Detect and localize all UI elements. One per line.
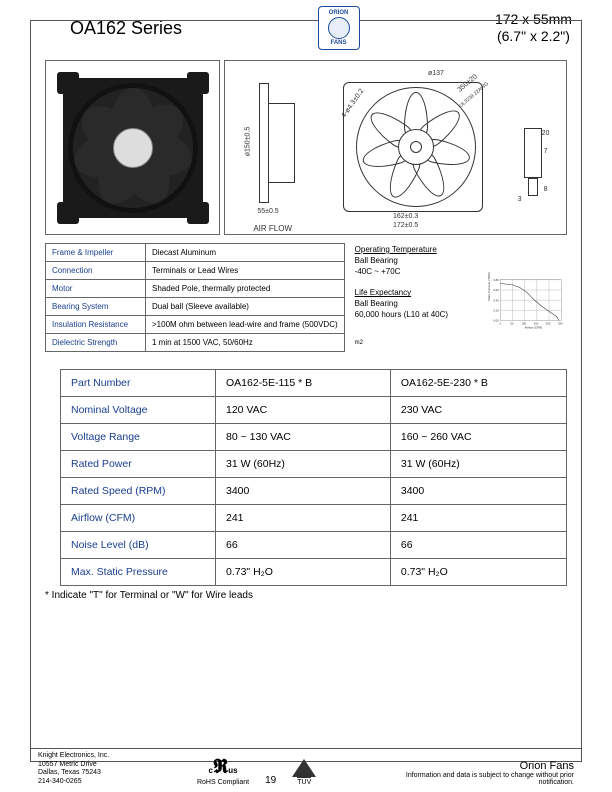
tuv-badge: TÜV — [292, 759, 316, 786]
logo-fan-icon — [328, 17, 350, 39]
company: Knight Electronics, Inc. — [38, 752, 109, 760]
dim-162: 162±0.3 — [393, 213, 418, 220]
diagram-row: ø150±0.5 55±0.5 AIR FLOW ø137 4-ø4.3±0.2… — [45, 60, 567, 235]
pressure-airflow-chart: 0.80 0.60 0.40 0.20 0.00 0 50 100 150 200 250 Air… — [486, 243, 567, 363]
footer-right: Orion Fans Information and data is subje… — [404, 760, 574, 786]
logo-bottom-text: FANS — [330, 40, 346, 46]
tuv-label: TÜV — [297, 777, 311, 786]
tuv-icon — [292, 759, 316, 777]
svg-text:100: 100 — [521, 322, 526, 326]
dim-height: ø150±0.5 — [245, 126, 252, 156]
dim-8: 8 — [544, 186, 548, 193]
dim-20: 20 — [542, 130, 550, 137]
ul-icon: 𝕽 — [213, 756, 228, 778]
orion-logo: ORION FANS — [318, 6, 360, 50]
page-number: 19 — [265, 775, 276, 786]
dim-diam-small: ø137 — [428, 70, 444, 77]
svg-text:0.20: 0.20 — [493, 309, 499, 313]
mount-tab — [187, 72, 209, 94]
technical-drawings: ø150±0.5 55±0.5 AIR FLOW ø137 4-ø4.3±0.2… — [224, 60, 567, 235]
rohs-label: RoHS Compliant — [197, 779, 249, 786]
fan-photo — [63, 78, 203, 218]
mount-tab — [187, 202, 209, 224]
dim-plate-width: 55±0.5 — [257, 208, 278, 215]
svg-text:0.40: 0.40 — [493, 298, 499, 302]
svg-text:0.80: 0.80 — [493, 278, 499, 282]
side-view-drawing: ø150±0.5 55±0.5 AIR FLOW — [239, 78, 309, 218]
airflow-label: AIR FLOW — [253, 224, 292, 233]
connector-drawing: 20 7 3 8 — [522, 78, 552, 218]
dim-7: 7 — [544, 148, 548, 155]
ul-badge: c𝕽us RoHS Compliant — [197, 756, 249, 786]
brand-name: Orion Fans — [404, 760, 574, 772]
dim-172: 172±0.5 — [393, 222, 418, 229]
mount-tab — [57, 72, 79, 94]
svg-text:50: 50 — [510, 322, 514, 326]
front-view-drawing: ø137 4-ø4.3±0.2 350±20 UL3239 22AWG 162±… — [338, 70, 493, 225]
ul-us: us — [228, 766, 237, 775]
chart-xlabel: Airflow (CFM) — [524, 326, 541, 330]
addr1: 10557 Metric Drive — [38, 761, 109, 769]
svg-text:200: 200 — [545, 322, 550, 326]
fan-hub — [113, 128, 153, 168]
svg-text:0.60: 0.60 — [493, 288, 499, 292]
phone: 214-340-0265 — [38, 778, 109, 786]
certifications: c𝕽us RoHS Compliant 19 TÜV — [197, 756, 316, 786]
svg-text:250: 250 — [558, 322, 563, 326]
mount-tab — [57, 202, 79, 224]
footer-address: Knight Electronics, Inc. 10557 Metric Dr… — [38, 752, 109, 786]
disclaimer: Information and data is subject to chang… — [404, 772, 574, 786]
svg-text:0.00: 0.00 — [493, 319, 499, 323]
product-photo-box — [45, 60, 220, 235]
addr2: Dallas, Texas 75243 — [38, 769, 109, 777]
logo-top-text: ORION — [329, 10, 349, 16]
dim-3: 3 — [518, 196, 522, 203]
footer: Knight Electronics, Inc. 10557 Metric Dr… — [30, 748, 582, 786]
chart-ylabel: Static Pressure ("H2O) — [487, 272, 491, 301]
svg-text:150: 150 — [533, 322, 538, 326]
svg-text:0: 0 — [499, 322, 501, 326]
